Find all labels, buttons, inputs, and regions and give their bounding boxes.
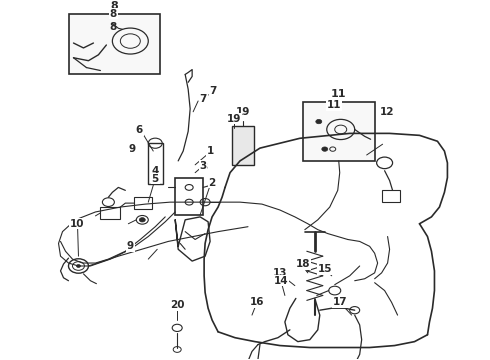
Text: 7: 7 bbox=[199, 94, 207, 104]
Text: 14: 14 bbox=[274, 276, 289, 286]
Text: 9: 9 bbox=[128, 144, 135, 154]
Text: 1: 1 bbox=[206, 146, 214, 156]
Text: 14: 14 bbox=[273, 276, 288, 286]
Text: 14: 14 bbox=[273, 276, 288, 286]
Circle shape bbox=[322, 147, 328, 151]
Text: 15: 15 bbox=[318, 264, 332, 274]
Text: 8: 8 bbox=[111, 1, 118, 11]
Text: 7: 7 bbox=[199, 94, 207, 104]
Text: 16: 16 bbox=[250, 297, 264, 307]
Text: 2: 2 bbox=[208, 177, 216, 188]
Text: 18: 18 bbox=[295, 259, 310, 269]
Text: 9: 9 bbox=[127, 241, 134, 251]
Text: 13: 13 bbox=[272, 268, 287, 278]
Text: 18: 18 bbox=[295, 259, 310, 269]
Text: 11: 11 bbox=[326, 103, 340, 113]
Text: 5: 5 bbox=[151, 174, 159, 184]
Bar bbox=[134, 197, 152, 209]
Text: 17: 17 bbox=[333, 298, 347, 308]
Text: 2: 2 bbox=[207, 177, 215, 188]
Text: 20: 20 bbox=[170, 300, 184, 310]
Text: 20: 20 bbox=[170, 300, 184, 310]
Text: 8: 8 bbox=[110, 9, 117, 19]
Text: 4: 4 bbox=[151, 166, 159, 176]
Text: 3: 3 bbox=[199, 161, 207, 171]
Bar bbox=[100, 207, 121, 219]
Bar bbox=[148, 143, 163, 184]
Text: 10: 10 bbox=[70, 219, 85, 229]
Text: 16: 16 bbox=[250, 297, 264, 307]
Text: 18: 18 bbox=[295, 261, 310, 271]
Text: 19: 19 bbox=[227, 114, 241, 123]
Text: 9: 9 bbox=[127, 241, 134, 251]
Text: 5: 5 bbox=[151, 174, 159, 184]
Text: 12: 12 bbox=[379, 107, 394, 117]
Bar bbox=[232, 126, 254, 165]
Text: 13: 13 bbox=[273, 269, 288, 279]
Text: 4: 4 bbox=[152, 166, 160, 176]
Text: 5: 5 bbox=[152, 174, 160, 184]
Text: 10: 10 bbox=[71, 219, 85, 229]
Text: 7: 7 bbox=[210, 86, 217, 96]
Text: 1: 1 bbox=[207, 148, 215, 157]
Text: 3: 3 bbox=[200, 162, 207, 172]
Bar bbox=[175, 177, 203, 215]
Text: 11: 11 bbox=[326, 100, 341, 110]
Text: 3: 3 bbox=[199, 161, 207, 171]
Circle shape bbox=[316, 120, 322, 124]
Text: 19: 19 bbox=[227, 114, 241, 123]
Text: 17: 17 bbox=[332, 297, 347, 307]
Text: 16: 16 bbox=[250, 298, 265, 308]
Text: 10: 10 bbox=[70, 219, 85, 229]
Text: 15: 15 bbox=[318, 264, 332, 274]
Text: 11: 11 bbox=[326, 100, 341, 110]
Circle shape bbox=[139, 218, 145, 222]
Text: 12: 12 bbox=[379, 107, 394, 117]
Text: 19: 19 bbox=[227, 114, 242, 124]
Text: 15: 15 bbox=[318, 265, 333, 275]
Text: 7: 7 bbox=[201, 94, 209, 104]
Bar bbox=[382, 190, 399, 202]
Text: 8: 8 bbox=[109, 22, 117, 32]
Circle shape bbox=[76, 265, 80, 267]
Text: 17: 17 bbox=[332, 297, 347, 307]
Text: 20: 20 bbox=[171, 301, 185, 311]
Text: 2: 2 bbox=[208, 177, 216, 188]
Bar bbox=[69, 14, 160, 75]
Text: 1: 1 bbox=[206, 146, 214, 156]
Text: 6: 6 bbox=[136, 125, 143, 135]
Text: 13: 13 bbox=[272, 268, 287, 278]
Text: 4: 4 bbox=[151, 166, 159, 176]
Text: 11: 11 bbox=[331, 89, 346, 99]
Bar bbox=[303, 102, 375, 161]
Text: 6: 6 bbox=[136, 125, 143, 135]
Text: 19: 19 bbox=[236, 107, 250, 117]
Text: 8: 8 bbox=[110, 9, 117, 19]
Text: 6: 6 bbox=[136, 125, 144, 135]
Text: 12: 12 bbox=[379, 108, 394, 117]
